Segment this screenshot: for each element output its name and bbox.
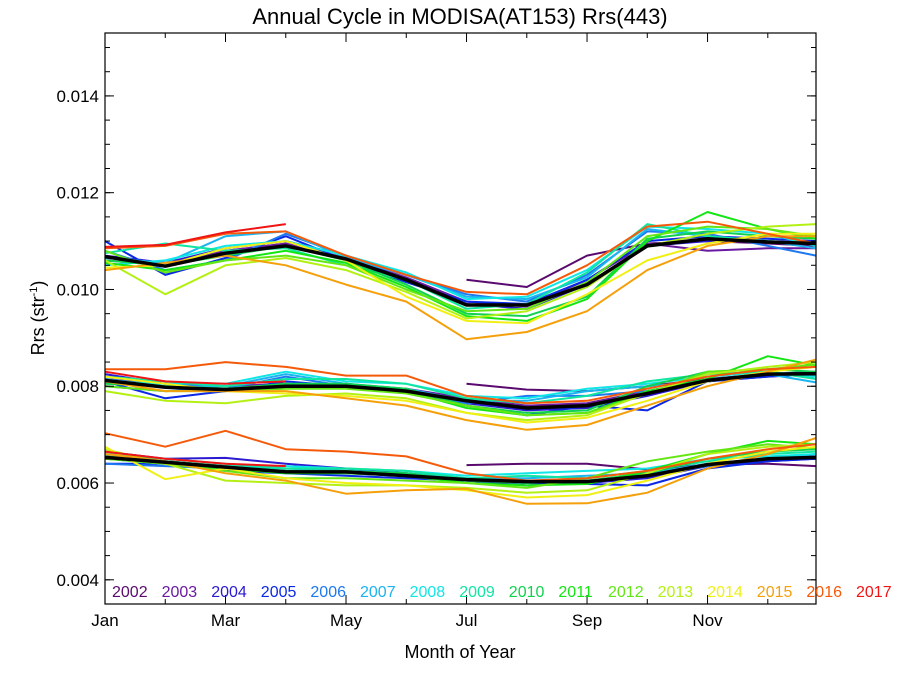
series-line-lower-2016 bbox=[104, 429, 817, 482]
legend-item-2016: 2016 bbox=[806, 584, 842, 601]
x-tick-label: Jul bbox=[456, 611, 478, 630]
x-tick-label: Mar bbox=[211, 611, 241, 630]
legend-item-2010: 2010 bbox=[509, 584, 545, 601]
series-line-middle-2016 bbox=[105, 361, 817, 405]
legend: 2002 2003 2004 2005 2006 2007 2008 2009 2010 2011… bbox=[112, 584, 892, 601]
mean-line-lower bbox=[104, 455, 817, 484]
legend-item-2008: 2008 bbox=[410, 584, 446, 601]
legend-item-2007: 2007 bbox=[360, 584, 396, 601]
legend-item-2017: 2017 bbox=[856, 584, 892, 601]
y-tick-label: 0.006 bbox=[56, 474, 99, 493]
y-tick-label: 0.004 bbox=[56, 571, 99, 590]
y-axis-label-exponent: -1 bbox=[28, 287, 40, 297]
plot-frame bbox=[104, 32, 817, 605]
series-line-upper-2012 bbox=[104, 225, 817, 313]
series-line-upper-2013 bbox=[104, 223, 817, 320]
legend-item-2003: 2003 bbox=[162, 584, 198, 601]
legend-item-2005: 2005 bbox=[261, 584, 297, 601]
series-line-upper-2017 bbox=[104, 223, 286, 248]
legend-item-2013: 2013 bbox=[658, 584, 694, 601]
y-tick-label: 0.010 bbox=[56, 280, 99, 299]
legend-item-2012: 2012 bbox=[608, 584, 644, 601]
series-line-upper-2016 bbox=[104, 220, 817, 296]
x-tick-label: May bbox=[330, 611, 363, 630]
x-tick-label: Sep bbox=[572, 611, 602, 630]
legend-item-2015: 2015 bbox=[757, 584, 793, 601]
series-line-upper-2014 bbox=[104, 232, 816, 325]
series-line-upper-2015 bbox=[104, 235, 816, 341]
chart-title: Annual Cycle in MODISA(AT153) Rrs(443) bbox=[252, 4, 667, 29]
series-line-lower-2012 bbox=[104, 443, 817, 489]
y-axis-label-close: ) bbox=[28, 281, 48, 287]
series-line-upper-2008 bbox=[104, 225, 817, 301]
legend-item-2002: 2002 bbox=[112, 584, 148, 601]
x-tick-label: Jan bbox=[91, 611, 118, 630]
series-line-lower-2015 bbox=[104, 437, 817, 505]
x-tick-label: Nov bbox=[692, 611, 723, 630]
plot-area bbox=[104, 211, 817, 505]
y-axis-label-main: Rrs (str bbox=[28, 296, 48, 355]
legend-item-2006: 2006 bbox=[310, 584, 346, 601]
y-tick-label: 0.008 bbox=[56, 377, 99, 396]
legend-item-2009: 2009 bbox=[459, 584, 495, 601]
mean-line-upper bbox=[104, 236, 817, 307]
y-tick-label: 0.012 bbox=[56, 184, 99, 203]
y-axis: 0.004 0.006 0.008 0.010 0.012 0.014 bbox=[56, 47, 816, 605]
series-line-middle-2017 bbox=[104, 370, 286, 385]
x-axis: Jan Mar May Jul Sep Nov bbox=[91, 33, 769, 630]
y-axis-label: Rrs (str-1) bbox=[28, 281, 48, 356]
y-tick-label: 0.014 bbox=[56, 87, 99, 106]
series-line-upper-2009 bbox=[104, 223, 817, 310]
legend-item-2004: 2004 bbox=[211, 584, 247, 601]
legend-item-2014: 2014 bbox=[707, 584, 743, 601]
legend-item-2011: 2011 bbox=[558, 584, 593, 601]
mean-line-middle bbox=[104, 371, 817, 410]
series-line-lower-2017 bbox=[104, 450, 286, 468]
x-axis-label: Month of Year bbox=[404, 642, 515, 662]
